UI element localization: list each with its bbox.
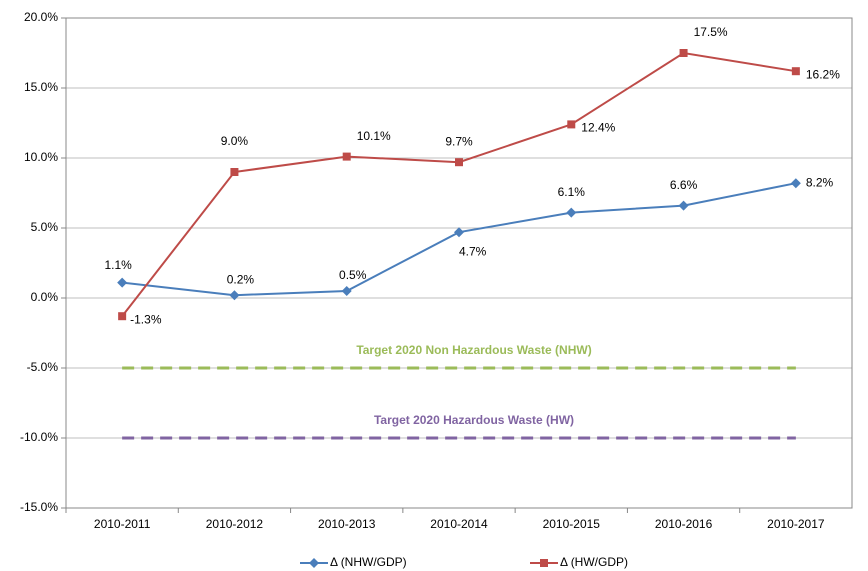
y-tick-label: -5.0% xyxy=(27,360,59,374)
legend-marker xyxy=(309,558,319,568)
marker xyxy=(118,312,127,321)
legend-label: Δ (HW/GDP) xyxy=(560,555,628,569)
data-label: 9.0% xyxy=(221,134,249,148)
marker xyxy=(229,290,240,301)
x-tick-label: 2010-2015 xyxy=(543,517,601,531)
marker xyxy=(230,168,239,176)
x-tick-label: 2010-2017 xyxy=(767,517,825,531)
y-tick-label: -15.0% xyxy=(20,500,58,514)
target-label: Target 2020 Hazardous Waste (HW) xyxy=(374,413,574,427)
y-tick-label: 10.0% xyxy=(24,150,58,164)
data-label: -1.3% xyxy=(130,312,162,326)
marker xyxy=(341,286,352,296)
data-label: 12.4% xyxy=(581,121,615,135)
y-tick-label: -10.0% xyxy=(20,430,58,444)
marker xyxy=(679,49,688,57)
marker xyxy=(791,67,800,76)
y-tick-label: 20.0% xyxy=(24,10,58,24)
data-label: 10.1% xyxy=(357,129,391,143)
legend-marker xyxy=(540,559,548,567)
marker xyxy=(117,277,128,288)
marker xyxy=(566,207,577,218)
x-tick-label: 2010-2013 xyxy=(318,517,376,531)
data-label: 9.7% xyxy=(445,134,473,148)
x-tick-label: 2010-2016 xyxy=(655,517,713,531)
data-label: 0.2% xyxy=(227,272,255,286)
data-label: 0.5% xyxy=(339,268,367,282)
x-tick-label: 2010-2011 xyxy=(94,517,151,531)
marker xyxy=(790,178,801,189)
data-label: 4.7% xyxy=(459,244,487,258)
series-line xyxy=(122,182,797,297)
data-label: 8.2% xyxy=(806,175,834,189)
x-tick-label: 2010-2012 xyxy=(206,517,264,531)
marker xyxy=(455,158,463,167)
x-tick-label: 2010-2014 xyxy=(430,517,488,531)
plot-border xyxy=(65,17,853,509)
data-label: 16.2% xyxy=(806,67,840,81)
legend-label: Δ (NHW/GDP) xyxy=(330,555,407,569)
data-label: 6.1% xyxy=(558,185,586,199)
data-label: 17.5% xyxy=(694,25,728,39)
marker xyxy=(567,120,576,129)
marker xyxy=(454,227,464,238)
y-tick-label: 0.0% xyxy=(31,290,59,304)
target-label: Target 2020 Non Hazardous Waste (NHW) xyxy=(356,343,591,357)
marker xyxy=(678,200,689,211)
marker xyxy=(342,152,351,161)
y-tick-label: 5.0% xyxy=(31,220,59,234)
y-tick-label: 15.0% xyxy=(24,80,58,94)
data-label: 6.6% xyxy=(670,178,698,192)
data-label: 1.1% xyxy=(104,258,132,272)
